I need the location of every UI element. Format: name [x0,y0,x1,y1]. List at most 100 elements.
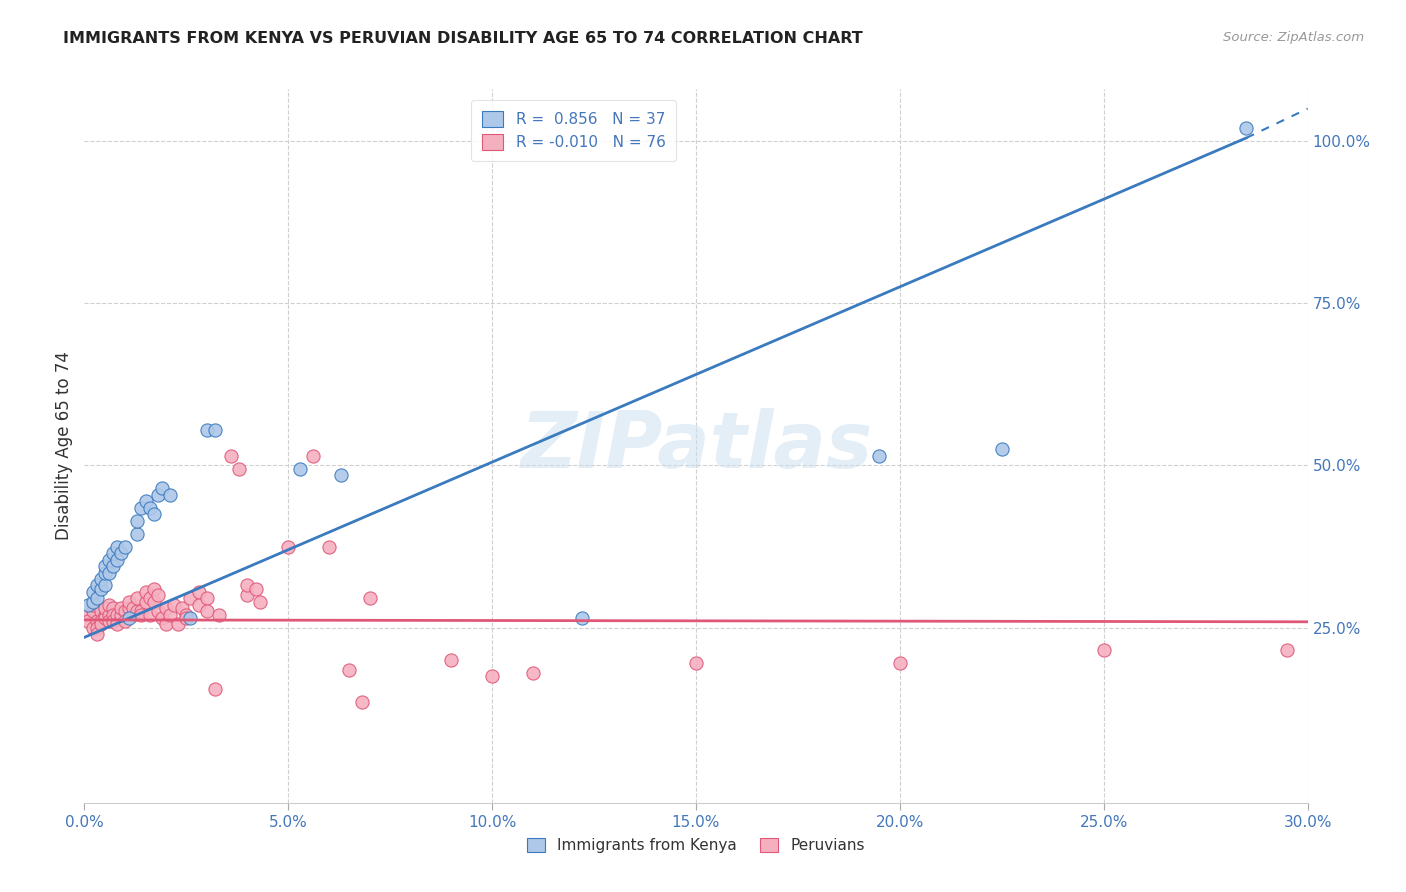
Point [93,578,115,592]
Point [90,572,112,586]
Point [150,611,173,625]
Text: IMMIGRANTS FROM KENYA VS PERUVIAN DISABILITY AGE 65 TO 74 CORRELATION CHART: IMMIGRANTS FROM KENYA VS PERUVIAN DISABI… [63,31,863,46]
Point [118,611,141,625]
Point [208,607,231,622]
Point [440,653,463,667]
Point [245,582,267,596]
Point [110,607,132,622]
Point [301,449,323,463]
Point [97,614,120,628]
Point [330,468,353,483]
Point [86,627,108,641]
Point [105,552,128,566]
Point [110,601,132,615]
Point [86,614,108,628]
Point [86,578,108,592]
Point [146,588,169,602]
Point [97,607,120,622]
Point [131,604,153,618]
Point [187,598,209,612]
Point [522,666,544,681]
Point [114,614,136,628]
Point [359,591,381,606]
Point [142,595,165,609]
Point [122,601,145,615]
Point [155,601,177,615]
Point [90,604,112,618]
Point [138,500,160,515]
Point [82,595,104,609]
Point [146,488,169,502]
Point [127,514,149,528]
Point [146,604,169,618]
Point [105,617,128,632]
Point [135,595,157,609]
Point [131,500,153,515]
Point [131,607,153,622]
Point [991,442,1014,457]
Point [142,507,165,521]
Point [195,604,218,618]
Point [219,449,242,463]
Point [110,546,132,560]
Text: ZIPatlas: ZIPatlas [520,408,872,484]
Point [277,540,299,554]
Point [127,526,149,541]
Point [179,591,201,606]
Point [159,607,181,622]
Point [236,578,259,592]
Point [101,614,124,628]
Point [204,423,226,437]
Point [290,461,312,475]
Text: Source: ZipAtlas.com: Source: ZipAtlas.com [1223,31,1364,45]
Point [339,663,361,677]
Point [249,595,271,609]
Point [82,604,104,618]
Point [228,461,250,475]
Point [93,601,115,615]
Point [97,552,120,566]
Point [82,585,104,599]
Point [90,614,112,628]
Point [142,582,165,596]
Point [159,488,181,502]
Y-axis label: Disability Age 65 to 74: Disability Age 65 to 74 [55,351,73,541]
Point [93,607,115,622]
Point [318,540,340,554]
Point [138,591,160,606]
Point [105,540,128,554]
Point [174,611,197,625]
Point [77,614,100,628]
Point [97,598,120,612]
Point [105,607,128,622]
Point [114,604,136,618]
Point [685,657,707,671]
Point [571,611,593,625]
Point [77,607,100,622]
Point [172,601,194,615]
Point [1092,643,1115,657]
Point [1277,643,1299,657]
Point [82,621,104,635]
Point [155,617,177,632]
Point [93,566,115,580]
Point [135,585,157,599]
Point [236,588,259,602]
Point [195,591,218,606]
Point [135,494,157,508]
Point [481,669,503,683]
Point [122,607,145,622]
Point [114,540,136,554]
Point [118,595,141,609]
Point [93,611,115,625]
Point [127,604,149,618]
Point [90,582,112,596]
Point [204,682,226,697]
Point [167,617,190,632]
Point [163,598,186,612]
Point [82,598,104,612]
Point [86,621,108,635]
Point [101,607,124,622]
Point [869,449,891,463]
Point [93,559,115,574]
